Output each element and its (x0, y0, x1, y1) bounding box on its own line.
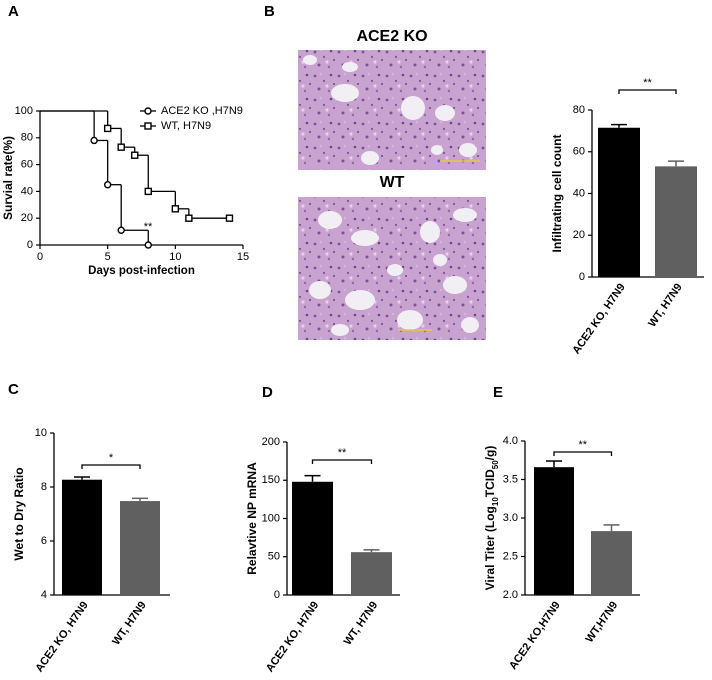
legend-marker (144, 107, 152, 115)
x-tick-label: WT,H7N9 (584, 600, 621, 645)
y-tick-label: 20 (21, 212, 33, 224)
y-tick-label: 3.5 (503, 473, 518, 485)
x-tick-label: ACE2 KO, H7N9 (264, 600, 322, 675)
panel-letter: C (8, 381, 19, 398)
x-tick-label: ACE2 KO,H7N9 (507, 600, 563, 672)
y-axis-label-part: Viral Titer (Log (483, 506, 497, 590)
legend-label: WT, H7N9 (161, 120, 211, 132)
significance-bracket (81, 464, 141, 469)
marker (225, 214, 234, 222)
y-axis-label: Viral Titer (Log10TCID50/g) (483, 446, 499, 591)
y-tick-label: 0 (274, 589, 280, 601)
x-tick-label: 15 (237, 251, 249, 263)
marker (90, 136, 98, 145)
image-title: ACE2 KO (356, 28, 427, 45)
panel-letter: B (264, 3, 275, 20)
y-axis-label-part: TCID (483, 469, 497, 497)
significance-bracket (553, 451, 613, 456)
y-axis-label: Relavtive NP mRNA (245, 462, 259, 575)
bar (591, 531, 632, 595)
y-axis-label-part: 10 (491, 497, 500, 506)
legend-marker (144, 122, 152, 130)
y-tick-label: 80 (573, 104, 585, 116)
bar (351, 552, 392, 595)
y-axis-label-part: /g) (483, 446, 497, 461)
x-tick-label: ACE2 KO, H7N9 (570, 282, 628, 357)
marker (185, 214, 193, 222)
significance-bracket (311, 459, 373, 464)
marker (117, 143, 125, 151)
y-axis-label: Wet to Dry Ratio (12, 467, 26, 560)
y-tick-label: 60 (573, 146, 585, 158)
image-title: WT (380, 174, 405, 191)
significance-label: ** (578, 439, 587, 451)
y-tick-label: 150 (262, 474, 280, 486)
annotation: ** (144, 221, 153, 233)
marker (131, 151, 139, 159)
marker (103, 180, 112, 189)
y-tick-label: 0 (27, 239, 33, 251)
y-tick-label: 60 (21, 159, 33, 171)
significance-bracket (618, 89, 677, 94)
marker (171, 205, 180, 213)
y-tick-label: 50 (268, 551, 280, 563)
x-tick-label: ACE2 KO, H7N9 (33, 600, 91, 675)
y-tick-label: 40 (573, 187, 585, 199)
y-tick-label: 2.0 (503, 589, 518, 601)
marker (144, 187, 152, 196)
panel-letter: A (8, 3, 19, 20)
y-tick-label: 6 (41, 535, 47, 547)
x-tick-label: WT, H7N9 (110, 600, 149, 648)
y-tick-label: 100 (262, 512, 280, 524)
y-tick-label: 200 (262, 436, 280, 448)
legend-label: ACE2 KO ,H7N9 (161, 105, 243, 117)
y-tick-label: 4 (41, 589, 47, 601)
bar (62, 479, 102, 595)
y-tick-label: 8 (41, 481, 47, 493)
marker (144, 241, 152, 249)
y-tick-label: 0 (579, 271, 585, 283)
y-axis-label: Infiltrating cell count (550, 134, 564, 252)
marker (117, 226, 125, 234)
panel-letter: E (493, 384, 503, 401)
significance-label: ** (338, 447, 347, 459)
histology-image (298, 197, 486, 340)
bar (598, 127, 640, 278)
y-tick-label: 80 (21, 132, 33, 144)
bar (120, 501, 160, 595)
y-tick-label: 10 (35, 427, 47, 439)
y-tick-label: 4.0 (503, 435, 518, 447)
y-tick-label: 40 (21, 185, 33, 197)
x-tick-label: 0 (37, 251, 43, 263)
x-tick-label: WT, H7N9 (342, 600, 381, 648)
y-tick-label: 3.0 (503, 512, 518, 524)
x-tick-label: WT, H7N9 (646, 282, 685, 330)
significance-label: * (109, 452, 114, 464)
bar (292, 481, 333, 595)
marker (103, 124, 112, 133)
y-axis-label-part: 50 (491, 460, 500, 469)
y-tick-label: 100 (15, 105, 33, 117)
bar (534, 467, 574, 595)
histology-image (298, 50, 486, 170)
y-tick-label: 20 (573, 229, 585, 241)
x-tick-label: 5 (105, 251, 111, 263)
bar (655, 166, 697, 277)
y-axis-label: Survial rate(%) (1, 136, 15, 220)
x-tick-label: 10 (169, 251, 181, 263)
significance-label: ** (643, 77, 652, 89)
panel-letter: D (262, 384, 273, 401)
x-axis-label: Days post-infection (88, 265, 195, 277)
y-tick-label: 2.5 (503, 550, 518, 562)
